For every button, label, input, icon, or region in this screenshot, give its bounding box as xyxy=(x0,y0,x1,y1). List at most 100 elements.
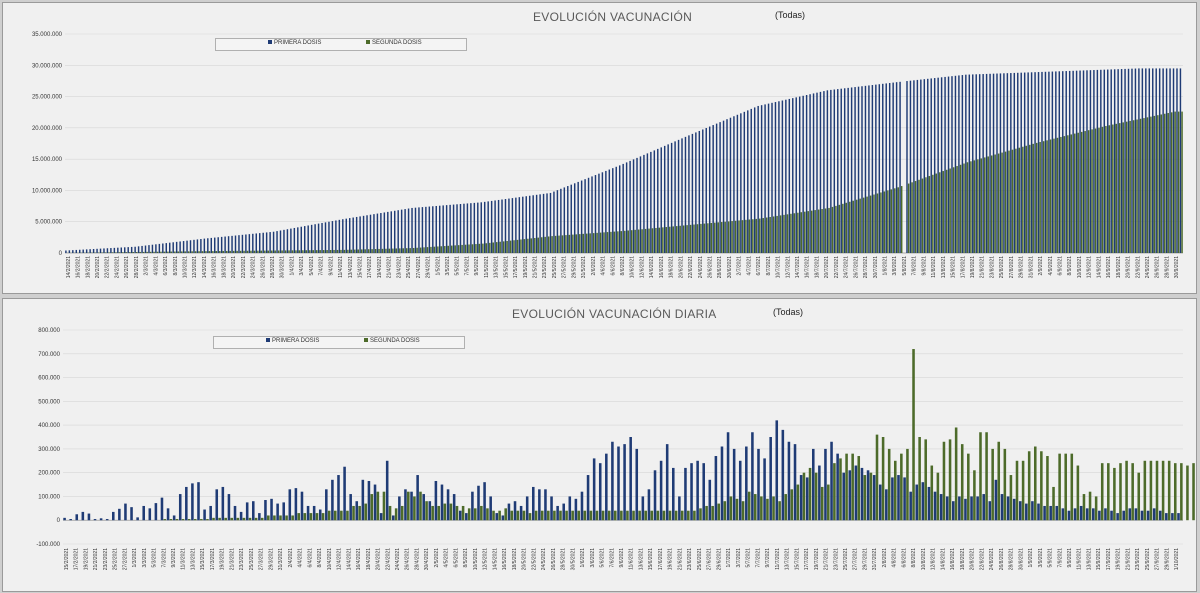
bar-primera-dosis xyxy=(220,236,223,253)
bar-primera-dosis xyxy=(968,74,971,253)
bar-primera-dosis xyxy=(276,231,278,253)
bar-segunda-dosis xyxy=(1035,142,1038,253)
bar-segunda-dosis xyxy=(741,501,745,521)
x-tick-label: 24/6/2021 xyxy=(698,256,704,278)
bar-segunda-dosis xyxy=(496,242,498,253)
bar-primera-dosis xyxy=(279,230,282,253)
bar-segunda-dosis xyxy=(876,193,879,253)
bar-segunda-dosis xyxy=(149,251,152,253)
bar-segunda-dosis xyxy=(367,249,370,253)
bar-segunda-dosis xyxy=(208,251,211,253)
bar-primera-dosis xyxy=(75,249,78,253)
x-tick-label: 14/2/2021 xyxy=(66,256,72,278)
bar-primera-dosis xyxy=(1089,70,1092,253)
bar-primera-dosis xyxy=(947,76,950,253)
bar-primera-dosis xyxy=(1062,71,1064,254)
bar-segunda-dosis xyxy=(1077,132,1079,253)
bar-segunda-dosis xyxy=(191,251,193,253)
x-tick-label: 26/7/2021 xyxy=(853,256,859,278)
bar-primera-dosis xyxy=(764,104,766,254)
bar-primera-dosis xyxy=(945,496,949,521)
bar-primera-dosis xyxy=(1085,508,1089,521)
bar-segunda-dosis xyxy=(873,194,875,253)
bar-segunda-dosis xyxy=(723,501,727,521)
bar-segunda-dosis xyxy=(1033,446,1037,521)
bar-segunda-dosis xyxy=(724,221,726,253)
x-tick-label: 17/3/2021 xyxy=(210,548,216,570)
bar-primera-dosis xyxy=(798,96,801,253)
bar-segunda-dosis xyxy=(454,245,456,253)
bar-primera-dosis xyxy=(836,453,839,521)
bar-segunda-dosis xyxy=(866,196,868,253)
bar-segunda-dosis xyxy=(655,227,657,253)
bar-primera-dosis xyxy=(1179,68,1182,254)
bar-segunda-dosis xyxy=(936,472,940,521)
filter-label[interactable]: (Todas) xyxy=(775,10,806,20)
bar-segunda-dosis xyxy=(413,496,416,521)
bar-segunda-dosis xyxy=(222,250,225,253)
bar-segunda-dosis xyxy=(449,503,453,521)
filter-label[interactable]: (Todas) xyxy=(773,307,804,317)
x-tick-label: 29/7/2021 xyxy=(862,548,868,570)
bar-primera-dosis xyxy=(148,245,150,253)
bar-primera-dosis xyxy=(684,136,687,253)
bar-primera-dosis xyxy=(944,76,946,253)
x-tick-label: 29/9/2021 xyxy=(1164,548,1170,570)
bar-segunda-dosis xyxy=(551,236,553,253)
bar-segunda-dosis xyxy=(482,243,484,253)
bar-primera-dosis xyxy=(972,74,974,253)
bar-primera-dosis xyxy=(141,245,143,253)
bar-primera-dosis xyxy=(207,238,209,253)
x-tick-label: 23/5/2021 xyxy=(542,256,548,278)
bar-segunda-dosis xyxy=(952,167,955,253)
bar-primera-dosis xyxy=(112,511,115,521)
x-tick-label: 8/7/2021 xyxy=(766,256,772,276)
bar-primera-dosis xyxy=(117,247,119,253)
x-tick-label: 24/8/2021 xyxy=(989,548,995,570)
bar-primera-dosis xyxy=(118,508,121,521)
bar-primera-dosis xyxy=(647,489,651,521)
bar-primera-dosis xyxy=(435,205,437,253)
bar-segunda-dosis xyxy=(960,444,964,521)
legend-swatch xyxy=(366,40,370,45)
bar-segunda-dosis xyxy=(790,489,794,521)
x-tick-label: 12/3/2021 xyxy=(192,256,198,278)
bar-primera-dosis xyxy=(490,200,493,253)
bar-segunda-dosis xyxy=(772,496,775,521)
bar-segunda-dosis xyxy=(935,173,938,253)
bar-primera-dosis xyxy=(1086,70,1088,253)
bar-primera-dosis xyxy=(906,81,908,253)
bar-segunda-dosis xyxy=(291,250,294,253)
bar-segunda-dosis xyxy=(662,227,664,253)
bar-segunda-dosis xyxy=(674,510,678,521)
bar-primera-dosis xyxy=(463,203,465,253)
legend: PRIMERA DOSIS SEGUNDA DOSIS xyxy=(213,336,465,349)
bar-primera-dosis xyxy=(304,226,306,253)
x-tick-label: 23/6/2021 xyxy=(687,548,693,570)
bar-segunda-dosis xyxy=(963,163,965,253)
bar-segunda-dosis xyxy=(1064,453,1067,521)
bar-segunda-dosis xyxy=(443,503,447,521)
bar-segunda-dosis xyxy=(778,501,781,521)
bar-segunda-dosis xyxy=(759,218,761,253)
bar-segunda-dosis xyxy=(814,472,818,521)
bar-segunda-dosis xyxy=(115,252,117,253)
bar-primera-dosis xyxy=(1020,72,1022,253)
bar-primera-dosis xyxy=(636,157,638,253)
bar-primera-dosis xyxy=(376,213,379,253)
bar-primera-dosis xyxy=(605,453,608,521)
x-tick-label: 1/10/2021 xyxy=(1174,548,1180,570)
bar-primera-dosis xyxy=(1075,70,1078,253)
bar-primera-dosis xyxy=(625,162,628,253)
bar-segunda-dosis xyxy=(285,515,288,521)
bar-primera-dosis xyxy=(196,239,199,253)
bar-segunda-dosis xyxy=(486,508,489,521)
bar-primera-dosis xyxy=(1158,68,1161,254)
bar-primera-dosis xyxy=(390,211,392,253)
bar-segunda-dosis xyxy=(599,232,602,253)
x-tick-label: 20/7/2021 xyxy=(824,256,830,278)
bar-primera-dosis xyxy=(124,247,126,253)
bar-segunda-dosis xyxy=(1022,146,1024,253)
bar-primera-dosis xyxy=(337,475,340,521)
bar-primera-dosis xyxy=(1155,68,1157,254)
